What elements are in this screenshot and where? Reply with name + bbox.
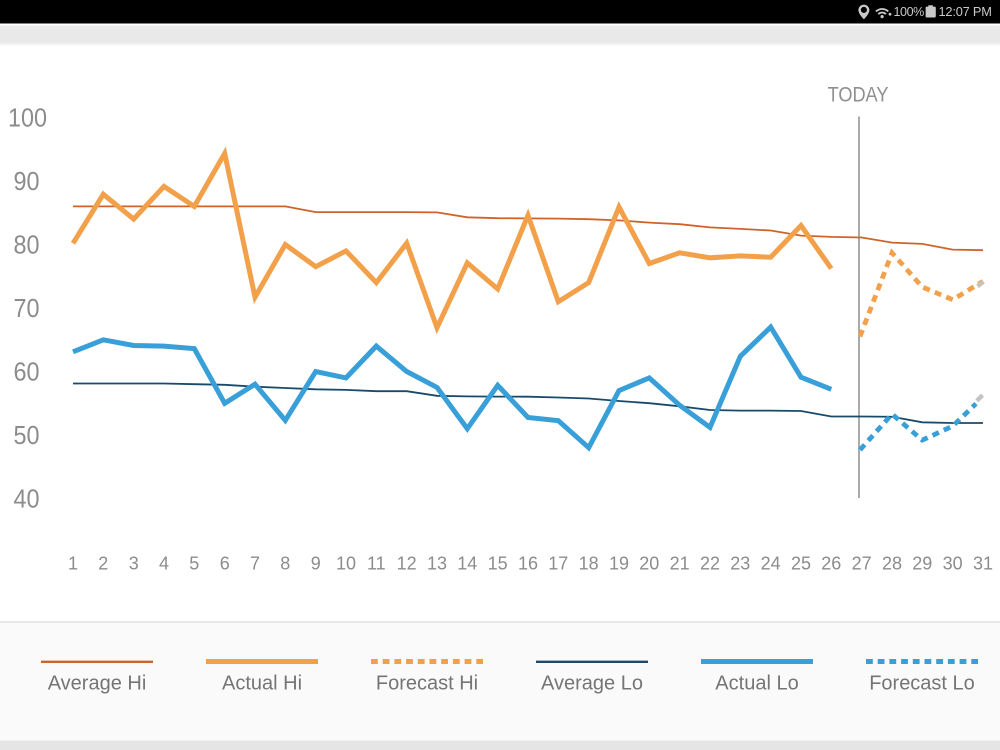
svg-text:7: 7 [250,554,260,574]
svg-text:13: 13 [427,554,447,574]
svg-text:24: 24 [761,554,781,574]
svg-text:TODAY: TODAY [828,83,889,107]
svg-text:70: 70 [13,295,39,323]
svg-text:12: 12 [397,554,417,574]
svg-text:80: 80 [13,231,39,259]
svg-text:26: 26 [821,554,841,574]
svg-text:22: 22 [700,554,720,574]
svg-text:9: 9 [311,554,321,574]
svg-text:Actual Lo: Actual Lo [715,673,798,695]
svg-text:20: 20 [639,554,659,574]
svg-text:5: 5 [189,554,199,574]
svg-text:50: 50 [13,422,39,450]
svg-text:Forecast Hi: Forecast Hi [376,673,478,695]
svg-text:Average Hi: Average Hi [48,673,147,695]
svg-text:60: 60 [13,358,39,386]
svg-text:3: 3 [129,554,139,574]
svg-text:100%: 100% [894,5,925,19]
svg-text:Average Lo: Average Lo [541,673,643,695]
svg-text:1: 1 [68,554,78,574]
svg-text:100: 100 [8,104,47,132]
svg-text:11: 11 [367,554,386,574]
svg-text:4: 4 [159,554,169,574]
svg-text:6: 6 [220,554,230,574]
svg-text:2: 2 [98,554,108,574]
svg-text:16: 16 [518,554,538,574]
svg-text:14: 14 [457,554,477,574]
svg-text:12:07 PM: 12:07 PM [939,4,992,19]
svg-text:40: 40 [13,485,39,513]
svg-text:21: 21 [670,554,690,574]
svg-text:28: 28 [882,554,902,574]
svg-text:Actual Hi: Actual Hi [222,673,302,695]
svg-text:19: 19 [609,554,629,574]
svg-text:25: 25 [791,554,811,574]
svg-text:23: 23 [730,554,750,574]
svg-text:Forecast Lo: Forecast Lo [869,673,975,695]
svg-text:29: 29 [912,554,932,574]
svg-text:17: 17 [548,554,568,574]
svg-text:18: 18 [579,554,599,574]
svg-text:90: 90 [13,168,39,196]
svg-text:30: 30 [943,554,963,574]
svg-text:8: 8 [280,554,290,574]
svg-text:10: 10 [336,554,356,574]
svg-text:27: 27 [852,554,872,574]
svg-text:31: 31 [973,554,993,574]
svg-text:15: 15 [488,554,508,574]
